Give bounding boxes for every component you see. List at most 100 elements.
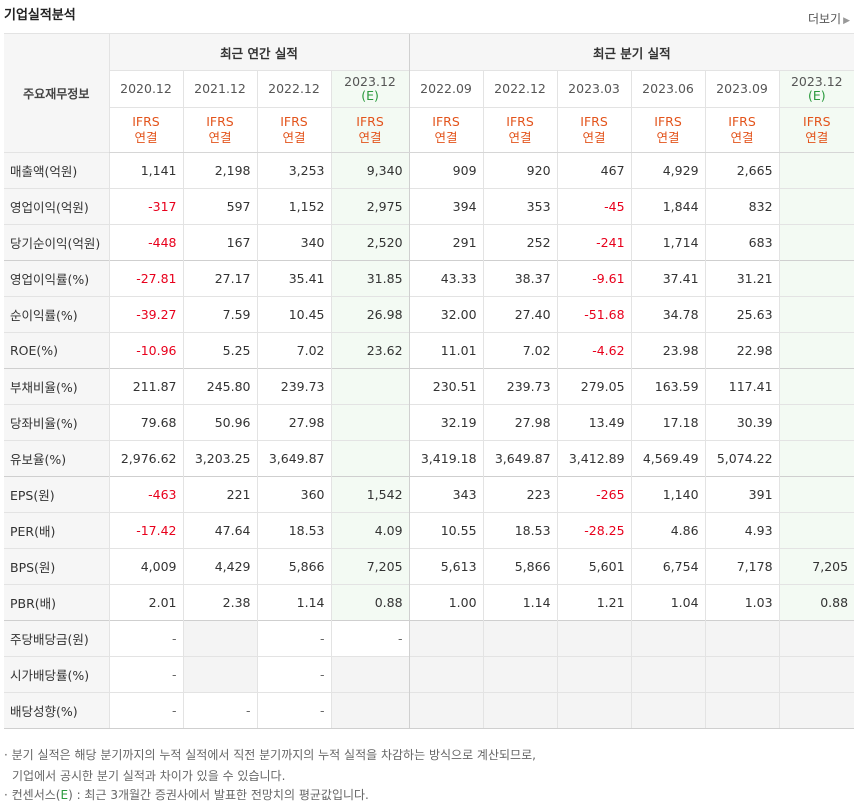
ifrs-label: IFRS (803, 114, 831, 129)
cell-value: 30.39 (704, 404, 780, 441)
cell-value: -317 (108, 188, 183, 225)
cell-value (778, 296, 855, 333)
table-row: 당기순이익(억원) -448 167 340 2,520 291 252 -241 1,714 6… (4, 224, 855, 261)
ifrs-label: IFRS (280, 114, 308, 129)
cell-value: 4,929 (630, 152, 706, 189)
note-line-1: · 분기 실적은 해당 분기까지의 누적 실적에서 직전 분기까지의 누적 실적… (4, 748, 536, 762)
cell-value: 23.62 (330, 332, 410, 369)
table-row: 순이익률(%) -39.27 7.59 10.45 26.98 32.00 27.40 -51… (4, 296, 855, 333)
cell-value (778, 260, 855, 297)
period-label: 2023.12 (344, 74, 396, 89)
cell-value: 5,601 (556, 548, 632, 585)
cell-value (182, 656, 257, 693)
cell-value: 10.55 (408, 512, 484, 549)
ifrs-label: IFRS (132, 114, 160, 129)
cell-value (408, 692, 484, 729)
more-link[interactable]: 더보기 ▶ (808, 10, 850, 27)
cell-value (556, 656, 632, 693)
period-header: 2023.09 (704, 70, 780, 108)
note-line-3-b: ) : 최근 3개월간 증권사에서 발표한 전망치의 평균값입니다. (68, 788, 369, 802)
note-estimate-mark: E (60, 788, 69, 802)
period-label: 2022.09 (420, 81, 472, 96)
ifrs-label: IFRS (580, 114, 608, 129)
ifrs-badge: IFRS 연결 (556, 107, 632, 153)
cell-value: 31.21 (704, 260, 780, 297)
cell-value: -463 (108, 476, 183, 513)
table-row: BPS(원) 4,009 4,429 5,866 7,205 5,613 5,866 5,60… (4, 548, 855, 585)
cell-value (482, 692, 558, 729)
row-label: 당기순이익(억원) (4, 224, 109, 261)
ifrs-badge: IFRS 연결 (630, 107, 706, 153)
table-row: 유보율(%) 2,976.62 3,203.25 3,649.87 3,419.18 3,… (4, 440, 855, 477)
cell-value: 37.41 (630, 260, 706, 297)
cell-value: 1.00 (408, 584, 484, 621)
cell-value: 3,649.87 (256, 440, 331, 477)
cell-value: 0.88 (778, 584, 855, 621)
cell-value: 7.02 (482, 332, 558, 369)
cell-value: 239.73 (482, 368, 558, 405)
cell-value: 1.14 (482, 584, 558, 621)
cell-value (778, 620, 855, 657)
cell-value (330, 368, 410, 405)
cell-value: 3,203.25 (182, 440, 257, 477)
cell-value: - (108, 692, 183, 729)
table-row: 매출액(억원) 1,141 2,198 3,253 9,340 909 920 467 4,92… (4, 152, 855, 189)
cell-value: 360 (256, 476, 331, 513)
cell-value: -265 (556, 476, 632, 513)
table-row: 당좌비율(%) 79.68 50.96 27.98 32.19 27.98 13.49 17.… (4, 404, 855, 441)
cell-value: 2.01 (108, 584, 183, 621)
cell-value: 832 (704, 188, 780, 225)
cell-value: 25.63 (704, 296, 780, 333)
ifrs-label: IFRS (206, 114, 234, 129)
table-row: 배당성향(%) - - - (4, 692, 855, 729)
row-label: 주당배당금(원) (4, 620, 109, 657)
consolidated-label: 연결 (208, 130, 232, 145)
period-header: 2022.12 (256, 70, 331, 108)
cell-value: 5.25 (182, 332, 257, 369)
consolidated-label: 연결 (805, 130, 829, 145)
period-label: 2023.09 (716, 81, 768, 96)
cell-value: - (182, 692, 257, 729)
table-row: 영업이익(억원) -317 597 1,152 2,975 394 353 -45 1,844 8… (4, 188, 855, 225)
table-row: 영업이익률(%) -27.81 27.17 35.41 31.85 43.33 38.37-… (4, 260, 855, 297)
cell-value: 27.17 (182, 260, 257, 297)
cell-value: 32.00 (408, 296, 484, 333)
annual-group-header: 최근 연간 실적 (108, 33, 410, 71)
cell-value: 43.33 (408, 260, 484, 297)
cell-value: 4.09 (330, 512, 410, 549)
cell-value: 1.14 (256, 584, 331, 621)
table-row: PER(배) -17.42 47.64 18.53 4.09 10.55 18.53 -28.… (4, 512, 855, 549)
cell-value: 221 (182, 476, 257, 513)
cell-value: 18.53 (256, 512, 331, 549)
table-row: 주당배당금(원) - - - (4, 620, 855, 657)
row-label: EPS(원) (4, 476, 109, 513)
row-label: 매출액(억원) (4, 152, 109, 189)
cell-value (704, 692, 780, 729)
note-line-3: · 컨센서스(E) : 최근 3개월간 증권사에서 발표한 전망치의 평균값입니… (4, 786, 369, 803)
row-header: 주요재무정보 (4, 33, 109, 153)
cell-value: - (256, 620, 331, 657)
cell-value: -27.81 (108, 260, 183, 297)
ifrs-badge: IFRS 연결 (330, 107, 410, 153)
cell-value (778, 692, 855, 729)
cell-value: 1,542 (330, 476, 410, 513)
row-label: ROE(%) (4, 332, 109, 369)
ifrs-badge: IFRS 연결 (704, 107, 780, 153)
cell-value: 1.04 (630, 584, 706, 621)
row-label: PER(배) (4, 512, 109, 549)
cell-value: 50.96 (182, 404, 257, 441)
cell-value: 2,975 (330, 188, 410, 225)
cell-value (330, 692, 410, 729)
cell-value: 79.68 (108, 404, 183, 441)
row-label: 시가배당률(%) (4, 656, 109, 693)
cell-value: 394 (408, 188, 484, 225)
cell-value: -4.62 (556, 332, 632, 369)
cell-value: 27.98 (256, 404, 331, 441)
cell-value: 163.59 (630, 368, 706, 405)
financial-table: 주요재무정보 최근 연간 실적 최근 분기 실적 2020.12 2021.12 2… (4, 33, 855, 729)
cell-value: 35.41 (256, 260, 331, 297)
cell-value: 5,074.22 (704, 440, 780, 477)
cell-value (778, 152, 855, 189)
row-label: 유보율(%) (4, 440, 109, 477)
period-label: 2023.03 (568, 81, 620, 96)
